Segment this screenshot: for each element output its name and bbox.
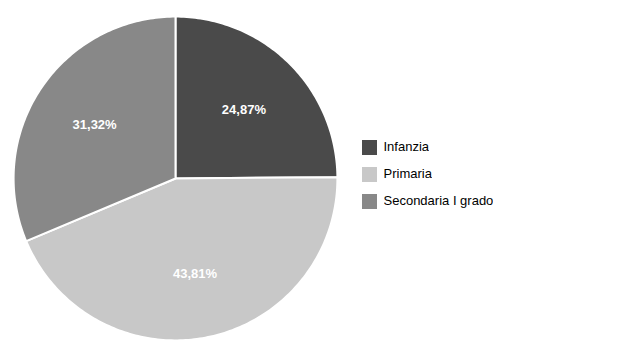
html-text:Secondaria I grado: Secondaria I grado xyxy=(383,193,494,209)
html-text:Infanzia: Infanzia xyxy=(383,139,429,155)
svg-text:31,32%: 31,32% xyxy=(73,117,118,132)
svg-text:24,87%: 24,87% xyxy=(222,102,267,117)
svg-text:43,81%: 43,81% xyxy=(173,266,218,281)
html-text:Primaria: Primaria xyxy=(383,166,432,182)
